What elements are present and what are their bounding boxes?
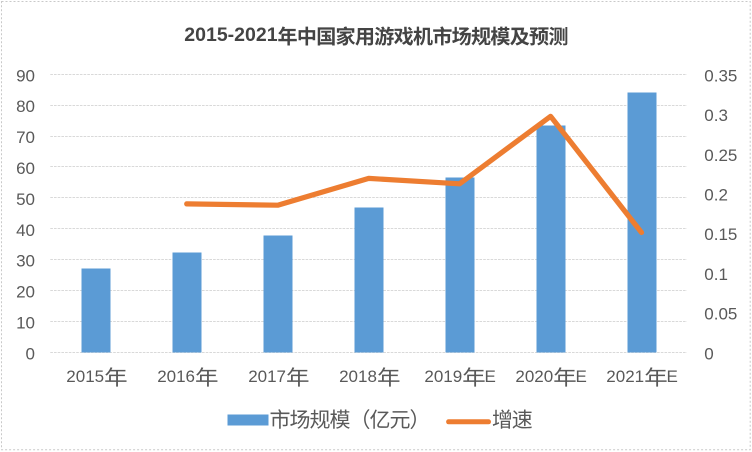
svg-text:2016: 2016	[157, 367, 195, 386]
svg-text:0.3: 0.3	[704, 106, 728, 125]
svg-text:30: 30	[16, 252, 35, 271]
svg-text:0.2: 0.2	[704, 186, 728, 205]
svg-text:2019: 2019	[424, 367, 462, 386]
svg-text:0.05: 0.05	[704, 305, 737, 324]
svg-text:60: 60	[16, 159, 35, 178]
svg-text:40: 40	[16, 221, 35, 240]
svg-text:20: 20	[16, 283, 35, 302]
svg-text:2015: 2015	[66, 367, 104, 386]
svg-text:2015-2021: 2015-2021	[184, 24, 277, 46]
svg-text:E: E	[667, 367, 678, 386]
svg-text:50: 50	[16, 190, 35, 209]
svg-text:2018: 2018	[339, 367, 377, 386]
svg-text:E: E	[576, 367, 587, 386]
svg-text:70: 70	[16, 128, 35, 147]
svg-text:E: E	[485, 367, 496, 386]
svg-text:0.15: 0.15	[704, 225, 737, 244]
svg-text:0.25: 0.25	[704, 146, 737, 165]
svg-text:2020: 2020	[515, 367, 553, 386]
svg-text:0.1: 0.1	[704, 265, 728, 284]
svg-text:0.35: 0.35	[704, 66, 737, 85]
svg-text:0: 0	[704, 344, 713, 363]
svg-text:80: 80	[16, 97, 35, 116]
svg-text:10: 10	[16, 314, 35, 333]
svg-text:0: 0	[26, 344, 35, 363]
svg-text:2017: 2017	[248, 367, 286, 386]
svg-text:2021: 2021	[606, 367, 644, 386]
svg-text:90: 90	[16, 66, 35, 85]
